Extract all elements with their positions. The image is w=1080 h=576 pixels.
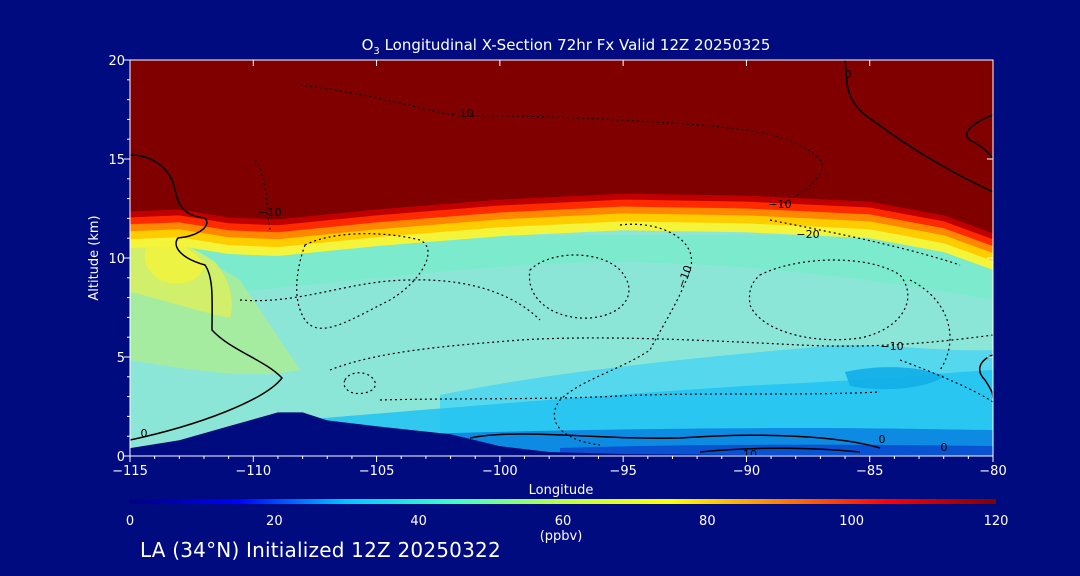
contour-label: −10 [258, 206, 281, 219]
contour-label: −20 [796, 228, 819, 241]
contour-zero-west [130, 154, 283, 441]
contour-label: −10 [768, 198, 791, 211]
contour-zero-surface-2 [699, 447, 861, 453]
field-upper-troposphere [130, 235, 993, 300]
x-tick-label: −105 [359, 464, 395, 479]
contour-label: 0 [845, 68, 852, 81]
colorbar-tick-label: 120 [984, 514, 1009, 529]
y-axis: 0 5 10 15 20 [108, 54, 993, 465]
colorbar-tick-label: 0 [126, 514, 134, 529]
contour-label: 0 [141, 427, 148, 440]
contour-neg10-mid [239, 279, 541, 321]
contour-neg10-center [553, 223, 693, 446]
x-tick-label: −85 [856, 464, 883, 479]
contour-label: 0 [879, 433, 886, 446]
contour-label: −10 [880, 340, 903, 353]
x-tick-label: −100 [482, 464, 518, 479]
colorbar-strip [130, 499, 996, 504]
contour-zero-east [844, 60, 993, 193]
contour-lines [130, 60, 993, 453]
colorbar: 0 20 40 60 80 100 120 [126, 499, 1009, 529]
initialization-caption: LA (34°N) Initialized 12Z 20250322 [140, 538, 501, 562]
y-tick-label: 10 [108, 252, 125, 267]
y-tick-label: 15 [108, 153, 125, 168]
contour-neg10-low-band [379, 391, 881, 401]
contour-label: 0 [941, 441, 948, 454]
y-tick-label: 5 [117, 351, 125, 366]
contour-zero-east-2 [966, 114, 993, 161]
field-lower-pocket [845, 367, 945, 390]
x-axis: −115 −110 −105 −100 −95 −90 −85 −80 [112, 60, 1007, 479]
colorbar-label: (ppbv) [540, 529, 583, 544]
x-tick-label: −80 [979, 464, 1006, 479]
chart-title: O3 Longitudinal X-Section 72hr Fx Valid … [362, 36, 771, 57]
x-tick-label: −90 [733, 464, 760, 479]
contour-neg10-loop-a [528, 254, 630, 319]
tropopause-gradient [130, 60, 993, 270]
y-tick-label: 20 [108, 54, 125, 69]
contour-neg10-small-loop [343, 372, 376, 395]
contour-east-dotted [909, 279, 951, 371]
x-tick-label: −115 [112, 464, 148, 479]
field-surface-deep [560, 444, 993, 456]
colorbar-tick-label: 20 [266, 514, 283, 529]
x-tick-label: −95 [609, 464, 636, 479]
y-tick-label: 0 [117, 450, 125, 465]
terrain-mask [130, 412, 993, 456]
contour-label: 10 [743, 448, 757, 461]
colorbar-tick-label: 80 [699, 514, 716, 529]
contour-neg10-west-loop [296, 233, 429, 329]
x-tick-label: −110 [235, 464, 271, 479]
contour-neg10-upper-2 [254, 159, 271, 231]
x-axis-label: Longitude [529, 483, 594, 498]
colorbar-tick-label: 60 [555, 514, 572, 529]
contour-neg10-loop-b [748, 259, 909, 341]
tropopause-band [130, 60, 993, 234]
y-axis-label: Altitude (km) [87, 215, 102, 300]
contour-zero-surface [469, 433, 881, 449]
colorbar-tick-label: 100 [839, 514, 864, 529]
contour-label: −10 [450, 107, 473, 120]
colorbar-tick-label: 40 [410, 514, 427, 529]
field-west-core [144, 239, 205, 284]
contour-neg10-lower [329, 334, 993, 371]
